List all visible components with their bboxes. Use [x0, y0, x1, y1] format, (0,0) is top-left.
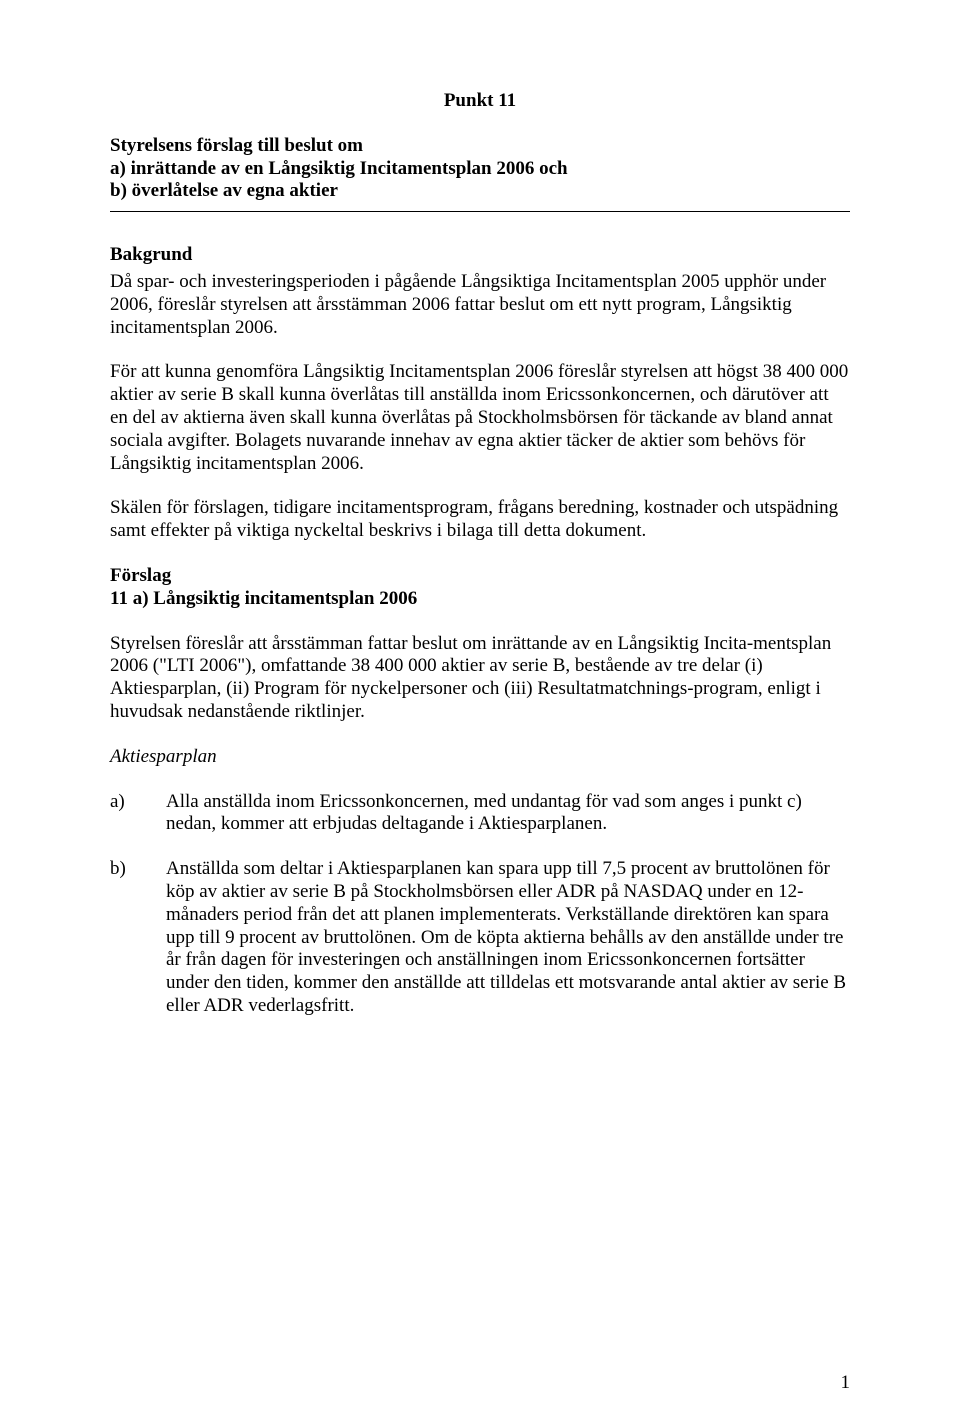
title-line-3: b) överlåtelse av egna aktier: [110, 180, 850, 203]
bakgrund-paragraph-1: Då spar- och investeringsperioden i pågå…: [110, 271, 850, 339]
list-item-b: b) Anställda som deltar i Aktiesparplane…: [110, 858, 850, 1018]
punkt-label: Punkt 11: [110, 90, 850, 113]
title-divider: [110, 211, 850, 212]
bakgrund-heading: Bakgrund: [110, 244, 850, 267]
list-body-b: Anställda som deltar i Aktiesparplanen k…: [166, 858, 850, 1018]
list-marker-b: b): [110, 858, 166, 1018]
document-title: Styrelsens förslag till beslut om a) inr…: [110, 135, 850, 203]
title-line-1: Styrelsens förslag till beslut om: [110, 135, 850, 158]
title-line-2: a) inrättande av en Långsiktig Incitamen…: [110, 158, 850, 181]
aktiesparplan-heading: Aktiesparplan: [110, 746, 850, 769]
list-body-a: Alla anställda inom Ericssonkoncernen, m…: [166, 791, 850, 837]
forslag-heading: Förslag: [110, 565, 850, 588]
list-item-a: a) Alla anställda inom Ericssonkoncernen…: [110, 791, 850, 837]
forslag-intro: Styrelsen föreslår att årsstämman fattar…: [110, 633, 850, 724]
forslag-subheading: 11 a) Långsiktig incitamentsplan 2006: [110, 588, 850, 611]
bakgrund-paragraph-3: Skälen för förslagen, tidigare incitamen…: [110, 497, 850, 543]
forslag-heading-block: Förslag 11 a) Långsiktig incitamentsplan…: [110, 565, 850, 611]
bakgrund-paragraph-2: För att kunna genomföra Långsiktig Incit…: [110, 361, 850, 475]
page-number: 1: [841, 1372, 851, 1395]
list-marker-a: a): [110, 791, 166, 837]
